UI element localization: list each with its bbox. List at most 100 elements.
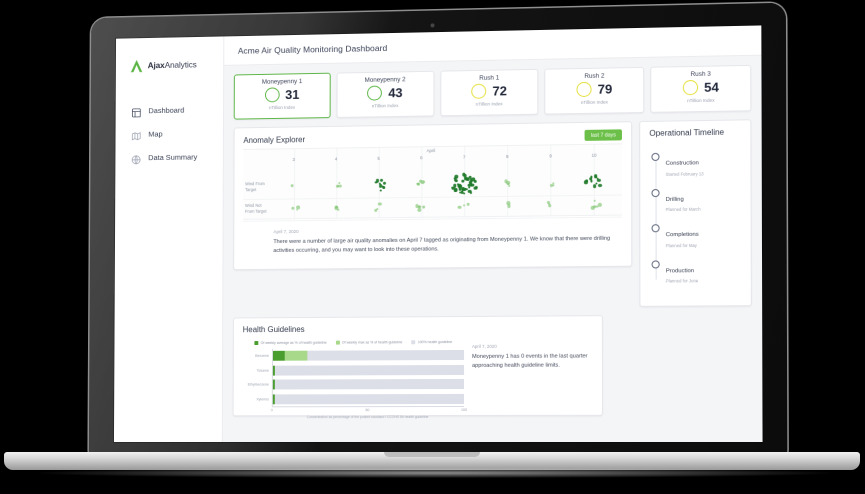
kpi-card[interactable]: Moneypenny 1 31 nTillion Index — [233, 72, 331, 120]
anomaly-x-tick: 8 — [506, 153, 509, 160]
anomaly-point — [417, 182, 420, 185]
anomaly-point — [593, 184, 597, 188]
kpi-card-row: Moneypenny 1 31 nTillion Index Moneypenn… — [233, 64, 752, 120]
sidebar-item-dashboard[interactable]: Dashboard — [116, 97, 223, 122]
brand-name-bold: Ajax — [147, 60, 165, 71]
kpi-title: Rush 1 — [479, 74, 500, 82]
timeline-item[interactable]: Construction Started February 13 — [648, 146, 742, 183]
timeline-item-name: Drilling — [665, 196, 684, 203]
anomaly-point — [460, 179, 465, 184]
timeline-item-sub: Started February 13 — [665, 170, 704, 177]
laptop-screen: AjaxAnalytics Dashboard — [113, 25, 763, 442]
timeline-dot-icon — [651, 259, 660, 269]
anomaly-point — [378, 182, 381, 185]
anomaly-point — [295, 208, 298, 211]
dashboard-app: AjaxAnalytics Dashboard — [113, 25, 763, 442]
sidebar-item-map[interactable]: Map — [115, 121, 223, 146]
timeline-item-name: Construction — [665, 160, 699, 167]
legend-item: 100% health guideline — [411, 340, 453, 345]
brand-logo: AjaxAnalytics — [116, 48, 223, 77]
health-x-axis: 0 50 100 — [270, 405, 468, 415]
anomaly-row-label: Wind From Target — [245, 181, 265, 192]
legend-label: 100% health guideline — [417, 340, 453, 345]
anomaly-point — [419, 179, 422, 183]
anomaly-point — [457, 205, 462, 209]
anomaly-month-label: April — [426, 148, 436, 154]
health-panel-body: Of weekly average as % of health guideli… — [234, 335, 602, 419]
anomaly-x-tick: 6 — [420, 155, 423, 161]
health-bar-row[interactable] — [272, 379, 465, 390]
timeline-item[interactable]: Production Planned for June — [649, 253, 743, 290]
legend-swatch — [254, 341, 259, 346]
timeline-item-name: Completions — [665, 231, 699, 239]
timeline-item[interactable]: Completions Planned for May — [648, 217, 742, 254]
anomaly-point — [466, 203, 471, 207]
sidebar-item-dashboard-label: Dashboard — [148, 105, 185, 115]
kpi-body: 54 — [651, 79, 750, 96]
kpi-gauge-ring — [471, 83, 487, 99]
sidebar-item-data-summary[interactable]: Data Summary — [115, 144, 223, 169]
kpi-card[interactable]: Rush 1 72 nTillion Index — [439, 68, 539, 117]
health-x-tick: 100 — [460, 407, 468, 412]
timeline-item-sub: Planned for June — [665, 278, 699, 284]
kpi-title: Moneypenny 1 — [261, 78, 303, 86]
kpi-body: 31 — [235, 87, 330, 103]
anomaly-point — [597, 178, 602, 183]
health-bar-segment — [272, 379, 275, 390]
health-bar-chart[interactable]: Of weekly average as % of health guideli… — [242, 338, 468, 419]
ajax-logo-icon — [129, 58, 144, 73]
anomaly-x-tick: 9 — [549, 153, 552, 159]
date-range-chip[interactable]: last 7 days — [584, 129, 622, 141]
anomaly-point — [374, 208, 378, 212]
legend-item: Of weekly average as % of health guideli… — [254, 341, 327, 346]
timeline-panel-title: Operational Timeline — [649, 127, 725, 138]
kpi-unit-label: nTillion Index — [371, 102, 399, 108]
kpi-unit-label: nTillion Index — [475, 100, 503, 107]
anomaly-x-tick: 7 — [462, 154, 466, 160]
globe-icon — [131, 152, 142, 163]
kpi-card[interactable]: Rush 2 79 nTillion Index — [544, 66, 645, 115]
webcam-icon — [430, 23, 435, 28]
anomaly-explorer-panel: Anomaly Explorer last 7 days April 3 4 5 6 7 8… — [233, 121, 633, 271]
anomaly-point — [377, 202, 382, 206]
health-plot-area: Benzene Toluene Ethylbenzene Xylenes — [242, 347, 466, 407]
health-bar-row[interactable] — [272, 350, 465, 361]
operational-timeline-panel: Operational Timeline Construction Starte… — [639, 119, 752, 307]
timeline-item-name: Production — [665, 267, 695, 274]
health-y-tick: Toluene — [256, 368, 270, 373]
chart-rowline — [243, 194, 623, 201]
legend-swatch — [411, 340, 416, 345]
timeline-dot-icon — [651, 224, 660, 233]
health-y-axis-labels: Benzene Toluene Ethylbenzene Xylenes — [242, 349, 272, 406]
kpi-value: 43 — [388, 85, 403, 101]
anomaly-point — [468, 186, 471, 189]
health-x-tick: 50 — [365, 408, 370, 413]
timeline-item[interactable]: Drilling Planned for March — [648, 181, 742, 218]
anomaly-point — [474, 186, 478, 189]
sidebar-nav: Dashboard Map — [115, 97, 223, 169]
anomaly-x-tick: 3 — [292, 157, 295, 163]
kpi-body: 72 — [441, 83, 538, 100]
legend-item: Of weekly max as % of health guideline — [335, 340, 402, 345]
health-bar-row[interactable] — [272, 364, 465, 376]
anomaly-scatter-chart[interactable]: April 3 4 5 6 7 8 9 10 Wind From Target Wind Not F… — [243, 143, 623, 222]
laptop-base-shadow — [40, 468, 830, 478]
kpi-card[interactable]: Moneypenny 2 43 nTillion Index — [336, 70, 435, 118]
anomaly-x-tick: 10 — [591, 152, 597, 158]
sidebar-item-data-summary-label: Data Summary — [148, 152, 198, 162]
health-note: April 7, 2020 Moneypenny 1 has 0 events … — [472, 337, 593, 419]
main-content: Acme Air Quality Monitoring Dashboard Mo… — [223, 25, 763, 442]
anomaly-point — [469, 178, 473, 182]
health-x-tick: 0 — [270, 408, 273, 413]
kpi-card[interactable]: Rush 3 54 nTillion Index — [650, 64, 752, 113]
anomaly-note-text: There were a number of large air quality… — [273, 235, 611, 254]
anomaly-point — [337, 208, 340, 211]
anomaly-row-label: Wind Not From Target — [245, 202, 267, 214]
anomaly-x-tick: 5 — [377, 155, 380, 161]
timeline-item-sub: Planned for March — [665, 206, 701, 213]
kpi-title: Rush 3 — [690, 70, 711, 79]
timeline-panel-header: Operational Timeline — [640, 120, 750, 141]
health-note-date: April 7, 2020 — [472, 343, 497, 349]
health-bar-row[interactable] — [272, 393, 465, 405]
